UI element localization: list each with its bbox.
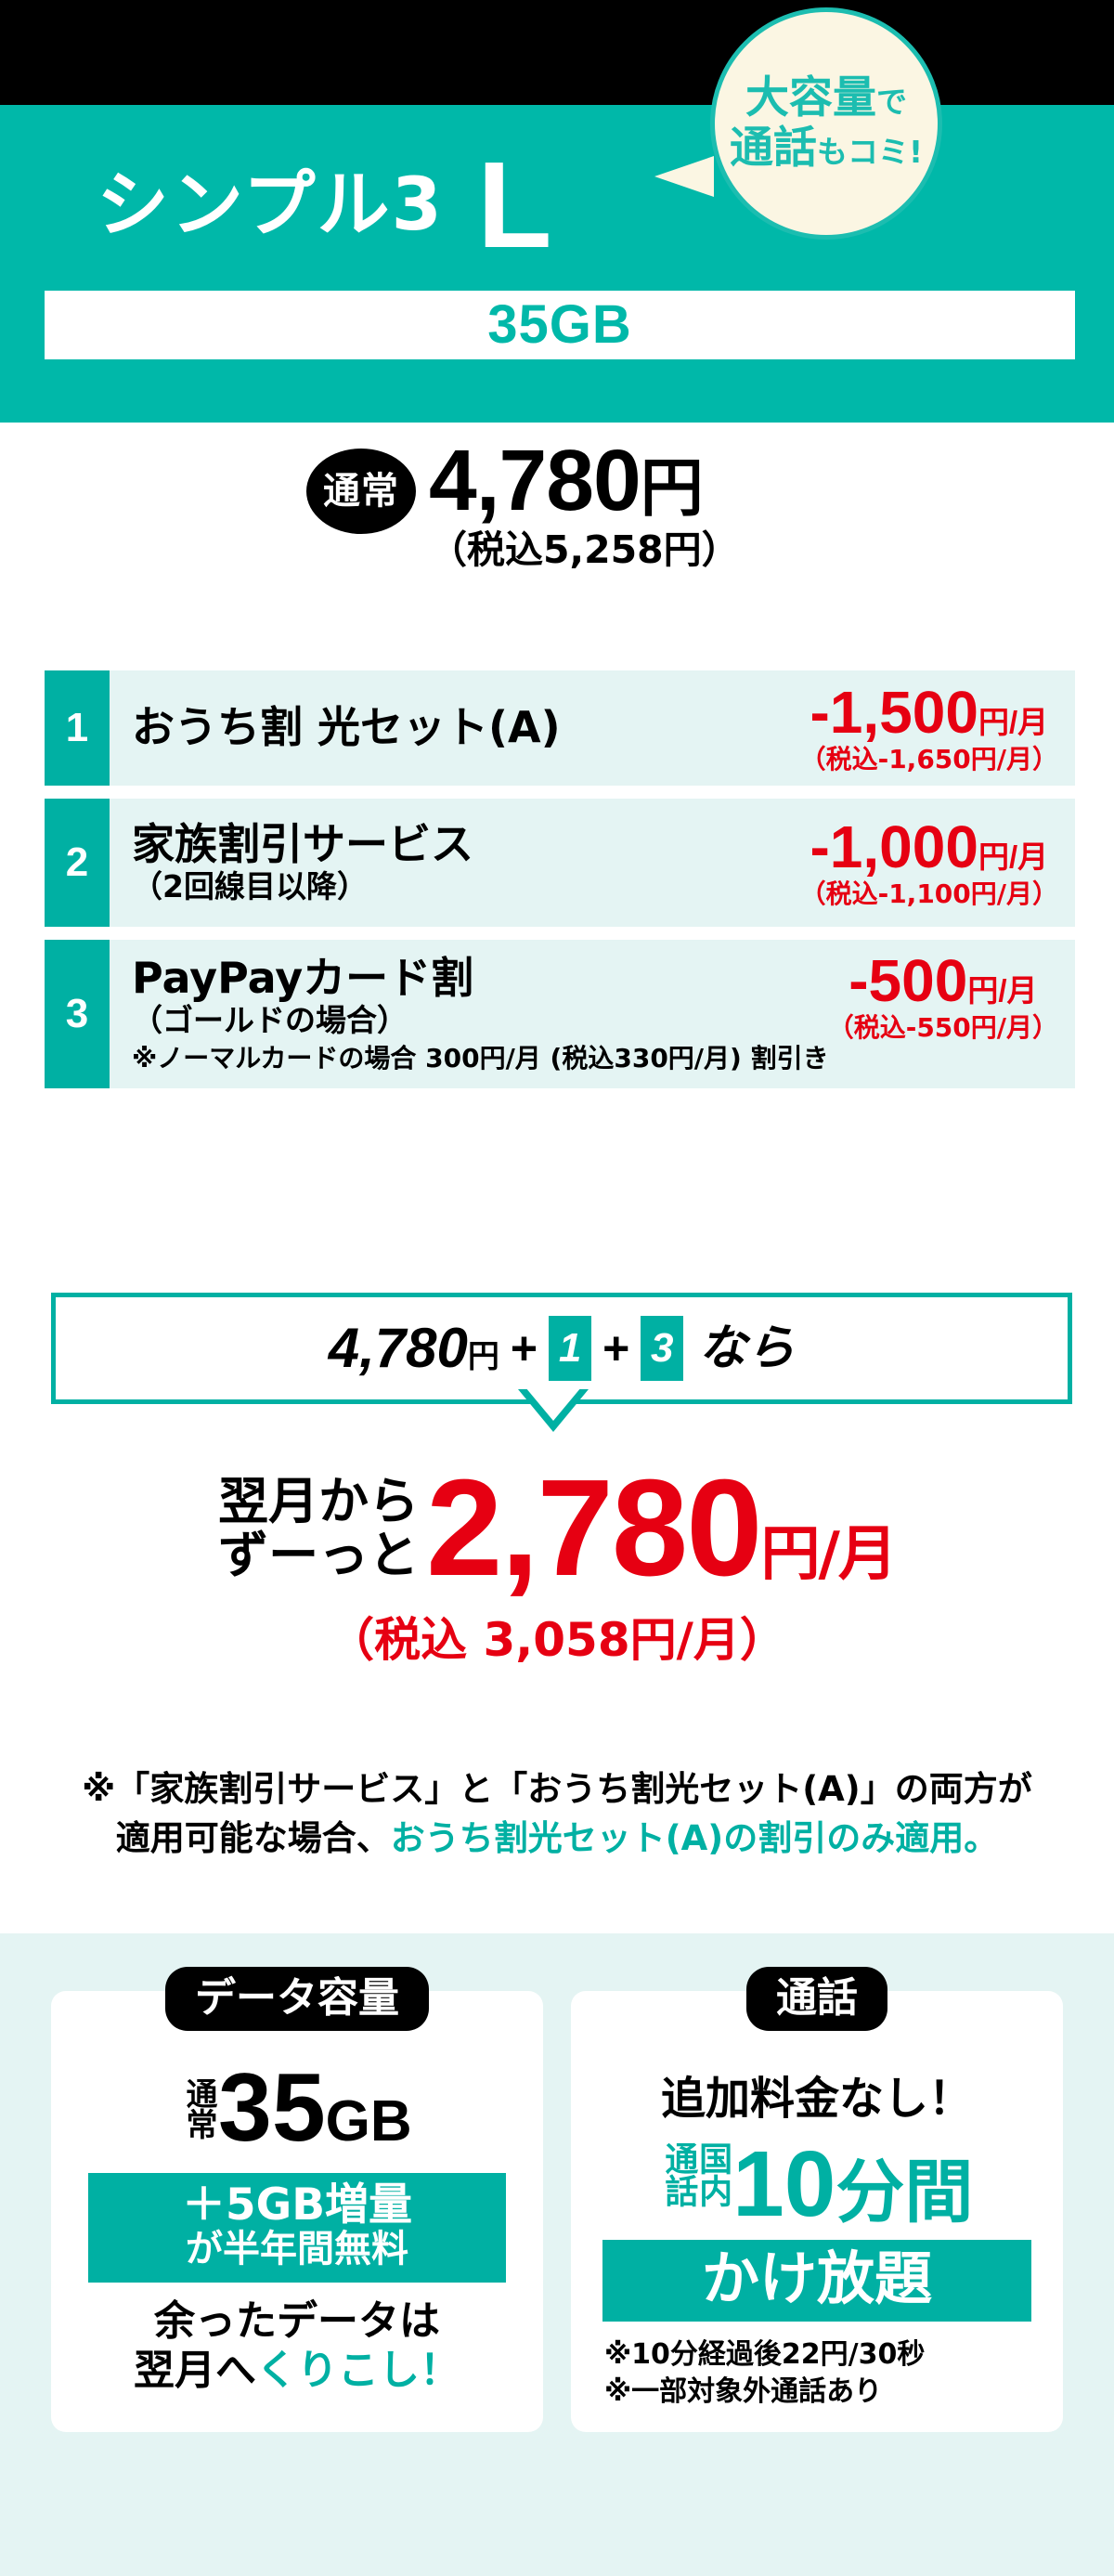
formula-box: 4,780円 + 1 + 3 なら (51, 1293, 1072, 1404)
call-unlimited-band: かけ放題 (602, 2240, 1031, 2322)
result-amount: 2,780 円/月 (426, 1451, 898, 1605)
normal-price-amount: 4,780円 (429, 432, 704, 528)
speech-bubble-tail-icon (654, 156, 714, 197)
data-bonus-line-2: が半年間無料 (186, 2227, 408, 2270)
discount-row-tax: （税込-550円/月） (827, 1012, 1058, 1043)
data-bonus-band: ＋5GB増量 が半年間無料 (88, 2173, 506, 2283)
plan-name: シンプル3 (97, 163, 444, 247)
data-capacity-band: 35GB (45, 291, 1075, 359)
disclaimer: ※「家族割引サービス」と「おうち割光セット(A)」の両方が 適用可能な場合、おう… (0, 1764, 1114, 1864)
feature-footer: データ容量 通常 35GB ＋5GB増量 が半年間無料 余ったデータは 翌月へく… (0, 1933, 1114, 2576)
plan-size-letter: L (476, 137, 552, 273)
speech-bubble: 大容量で 通話もコミ! (710, 7, 942, 240)
normal-price-section: 通常 4,780円 （税込5,258円） (0, 423, 1114, 576)
call-card-badge: 通話 (746, 1967, 887, 2031)
discount-row-amount: -1,000円/月 (810, 813, 1049, 880)
discount-row: 2 家族割引サービス （2回線目以降） -1,000円/月 （税込-1,100円… (45, 799, 1075, 927)
plan-title-row: シンプル3 L (0, 131, 1114, 280)
discount-list: 1 おうち割 光セット(A) -1,500円/月 （税込-1,650円/月） 2… (45, 670, 1075, 1101)
discount-row: 1 おうち割 光セット(A) -1,500円/月 （税込-1,650円/月） (45, 670, 1075, 786)
discount-row-amount: -1,500円/月 (810, 678, 1049, 746)
call-minutes-value: 10分間 (732, 2132, 974, 2236)
discount-row-label: 家族割引サービス (132, 819, 473, 870)
discount-row: 3 PayPayカード割 （ゴールドの場合） -500円/月 （税込-550円/… (45, 940, 1075, 1089)
discount-row-sublabel: （ゴールドの場合） (132, 1002, 408, 1039)
data-capacity-value-large: 35GB (217, 2054, 412, 2162)
discount-row-note: ※ノーマルカードの場合 300円/月 (税込330円/月) 割引き (132, 1042, 829, 1073)
formula-plus-2: + (602, 1322, 630, 1374)
bubble-line-2: 通話もコミ! (729, 123, 924, 174)
call-lead-text: 追加料金なし！ (660, 2073, 973, 2125)
disclaimer-line-2: 適用可能な場合、おうち割光セット(A)の割引のみ適用。 (115, 1818, 999, 1859)
data-capacity-card: データ容量 通常 35GB ＋5GB増量 が半年間無料 余ったデータは 翌月へく… (51, 1967, 543, 2432)
call-prefix: 国内 通話 (659, 2141, 732, 2206)
normal-price-badge-label: 通常 (323, 470, 399, 513)
discount-row-tax: （税込-1,100円/月） (799, 878, 1058, 909)
discount-row-sublabel: （2回線目以降） (132, 867, 368, 904)
data-carryover-text: 余ったデータは 翌月へくりこし！ (134, 2296, 460, 2394)
formula-base-price: 4,780円 (328, 1317, 499, 1379)
formula-notch-inner-icon (525, 1387, 581, 1421)
formula-suffix: なら (698, 1321, 796, 1376)
discount-row-label: PayPayカード割 (132, 953, 474, 1004)
formula-tag-2: 3 (641, 1316, 684, 1381)
result-tax-note: （税込 3,058円/月） (328, 1613, 786, 1667)
plan-header: シンプル3 L 35GB (0, 105, 1114, 423)
discount-row-amount: -500円/月 (848, 947, 1038, 1014)
result-lead: 翌月から ずーっと (218, 1471, 420, 1584)
result-section: 翌月から ずーっと 2,780 円/月 （税込 3,058円/月） (0, 1460, 1114, 1670)
discount-row-number: 2 (45, 799, 110, 927)
data-bonus-line-1: ＋5GB増量 (181, 2179, 413, 2231)
call-card: 通話 追加料金なし！ 国内 通話 10分間 かけ放題 ※10分経過後22円/30秒… (571, 1967, 1063, 2432)
call-note-2: ※一部対象外通話あり (604, 2375, 883, 2409)
bubble-line-1: 大容量で (745, 72, 907, 124)
normal-price-tax-note: （税込5,258円） (429, 527, 740, 572)
normal-price-badge: 通常 (306, 449, 416, 534)
data-capacity-card-badge: データ容量 (165, 1967, 429, 2031)
discount-row-label: おうち割 光セット(A) (132, 702, 561, 753)
formula-tag-1: 1 (549, 1316, 592, 1381)
disclaimer-line-1: ※「家族割引サービス」と「おうち割光セット(A)」の両方が (82, 1769, 1032, 1809)
call-note-1: ※10分経過後22円/30秒 (604, 2338, 926, 2372)
discount-row-number: 1 (45, 670, 110, 786)
data-capacity-value: 35GB (487, 294, 632, 355)
discount-row-tax: （税込-1,650円/月） (799, 743, 1058, 774)
call-notes: ※10分経過後22円/30秒 ※一部対象外通話あり (571, 2336, 1063, 2411)
formula-plus-1: + (510, 1322, 538, 1374)
top-black-band (0, 0, 1114, 105)
data-capacity-prefix: 通常 (179, 2077, 217, 2139)
discount-row-number: 3 (45, 940, 110, 1089)
